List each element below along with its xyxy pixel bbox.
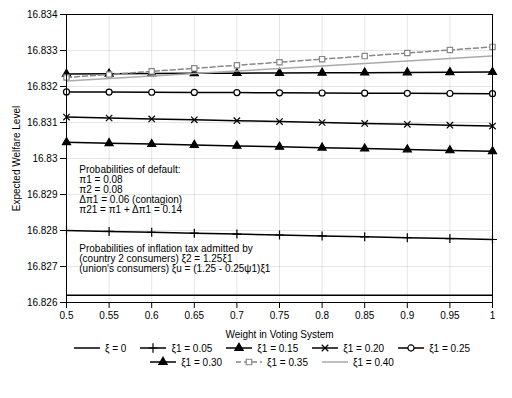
svg-text:Weight in Voting System: Weight in Voting System xyxy=(225,329,333,340)
svg-text:0.75: 0.75 xyxy=(270,310,290,321)
svg-text:0.5: 0.5 xyxy=(60,310,74,321)
svg-text:0.8: 0.8 xyxy=(315,310,329,321)
svg-text:0.6: 0.6 xyxy=(145,310,159,321)
svg-text:Expected Welfare Level: Expected Welfare Level xyxy=(11,106,22,211)
svg-text:16.826: 16.826 xyxy=(27,297,58,308)
html-text:ξ = 0: ξ = 0 xyxy=(105,342,127,354)
svg-text:1: 1 xyxy=(490,310,496,321)
svg-text:16.828: 16.828 xyxy=(27,225,58,236)
html-text:ξ1 = 0.25: ξ1 = 0.25 xyxy=(429,342,470,354)
svg-text:16.832: 16.832 xyxy=(27,81,58,92)
svg-text:Probabilities of inflation tax: Probabilities of inflation tax admitted … xyxy=(79,243,271,275)
svg-text:Probabilities of default:π1 =: Probabilities of default:π1 = 0.08π2 = 0… xyxy=(79,164,182,215)
svg-text:16.833: 16.833 xyxy=(27,45,58,56)
html-text:ξ1 = 0.35: ξ1 = 0.35 xyxy=(267,356,308,368)
html-text:ξ1 = 0.20: ξ1 = 0.20 xyxy=(343,342,385,354)
html-text:ξ1 = 0.15: ξ1 = 0.15 xyxy=(257,342,299,354)
svg-text:0.9: 0.9 xyxy=(400,310,414,321)
svg-text:16.834: 16.834 xyxy=(27,9,58,20)
svg-text:0.95: 0.95 xyxy=(440,310,460,321)
svg-text:16.827: 16.827 xyxy=(27,261,58,272)
svg-text:0.55: 0.55 xyxy=(99,310,119,321)
svg-text:16.831: 16.831 xyxy=(27,117,58,128)
svg-text:16.829: 16.829 xyxy=(27,189,58,200)
svg-text:0.7: 0.7 xyxy=(230,310,244,321)
svg-text:16.83: 16.83 xyxy=(32,153,57,164)
html-text:ξ1 = 0.40: ξ1 = 0.40 xyxy=(353,356,394,368)
svg-text:0.85: 0.85 xyxy=(355,310,375,321)
svg-text:0.65: 0.65 xyxy=(185,310,205,321)
html-text:ξ1 = 0.05: ξ1 = 0.05 xyxy=(171,342,213,354)
html-text:ξ1 = 0.30: ξ1 = 0.30 xyxy=(181,356,222,368)
